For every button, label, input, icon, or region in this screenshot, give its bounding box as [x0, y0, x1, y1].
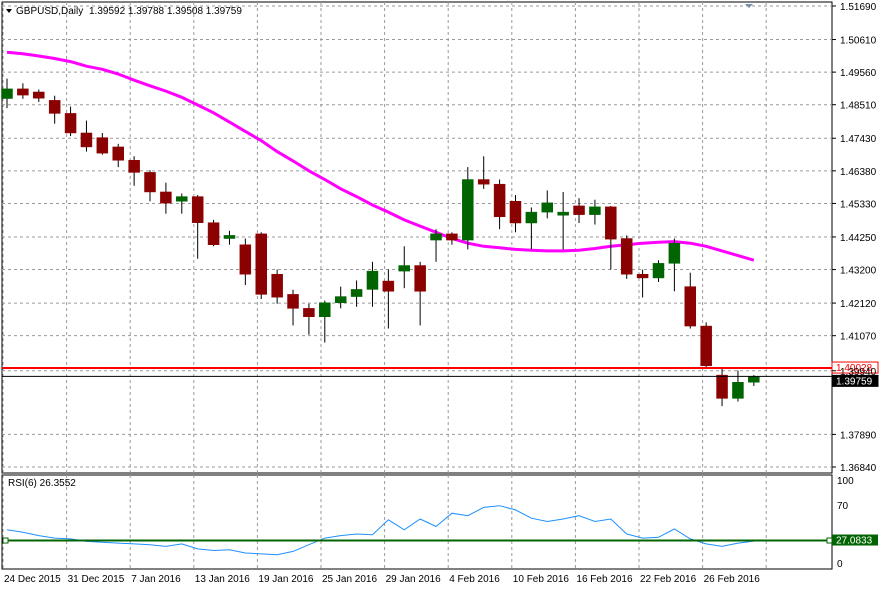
date-tick-label: 22 Feb 2016 [640, 574, 697, 585]
chart-shift-marker-icon[interactable] [745, 4, 753, 8]
dropdown-triangle-icon[interactable] [6, 9, 12, 13]
candle-body [334, 296, 347, 304]
date-tick-label: 26 Feb 2016 [704, 574, 761, 585]
rsi-level-handle-right[interactable] [826, 537, 833, 544]
candle-body [462, 179, 474, 241]
date-tick-label: 19 Jan 2016 [258, 574, 313, 585]
candle-body [366, 270, 379, 290]
date-tick-label: 16 Feb 2016 [576, 574, 633, 585]
current-price-tag-text: 1.39759 [836, 376, 873, 387]
candle-body [589, 206, 601, 215]
candle-body [652, 263, 665, 279]
rsi-scale-label: 0 [837, 559, 843, 570]
candle-body [732, 382, 744, 399]
rsi-indicator: 27.0833 100 70 0 [2, 476, 878, 570]
candle-body [748, 376, 760, 383]
date-tick-label: 7 Jan 2016 [131, 574, 181, 585]
price-tick-label: 1.48510 [840, 101, 877, 112]
candle-body [128, 160, 140, 173]
candle-body [350, 289, 363, 297]
price-tick-label: 1.46380 [840, 167, 877, 178]
candle-body [446, 233, 458, 241]
date-tick-label: 29 Jan 2016 [386, 574, 441, 585]
price-tick-label: 1.41070 [840, 332, 877, 343]
date-tick-label: 24 Dec 2015 [4, 574, 61, 585]
rsi-label: RSI(6) 26.3552 [8, 478, 76, 489]
candle-body [557, 211, 569, 216]
price-tick-label: 1.47430 [840, 134, 877, 145]
candle-body [160, 191, 172, 204]
candle-body [573, 205, 585, 215]
candle-body [414, 265, 426, 292]
price-tick-label: 1.42120 [840, 299, 877, 310]
candle-body [1, 88, 13, 99]
rsi-line [6, 505, 754, 556]
rsi-level-handle-left[interactable] [2, 537, 9, 544]
price-tick-label: 1.50610 [840, 36, 877, 47]
candle-body [525, 211, 538, 224]
candle-body [541, 202, 554, 213]
price-tick-label: 1.36840 [840, 463, 877, 474]
candle-body [716, 374, 728, 399]
rsi-plot-frame [1, 474, 833, 570]
candles [1, 78, 760, 407]
candle-body [271, 273, 283, 298]
candle-body [223, 235, 236, 239]
date-tick-label: 13 Jan 2016 [195, 574, 250, 585]
rsi-level-tag-text: 27.0833 [836, 536, 873, 547]
candle-body [191, 196, 204, 223]
candle-body [668, 242, 681, 264]
price-tick-label: 1.39940 [840, 367, 877, 378]
candle-body [398, 265, 410, 272]
rsi-scale-label: 70 [837, 501, 849, 512]
price-tick-label: 1.44250 [840, 233, 877, 244]
candle-body [17, 88, 29, 96]
rsi-level-tag [832, 534, 878, 546]
price-tick-label: 1.45330 [840, 199, 877, 210]
symbol-title: GBPUSD,Daily [16, 6, 83, 17]
candle-body [509, 201, 522, 224]
date-tick-label: 31 Dec 2015 [68, 574, 125, 585]
candle-body [319, 302, 331, 317]
candle-body [112, 146, 124, 161]
candle-body [605, 206, 617, 240]
candle-body [144, 172, 156, 193]
resistance-tag [831, 361, 879, 374]
candle-body [636, 273, 649, 279]
price-tick-label: 1.43200 [840, 266, 877, 277]
candle-body [493, 183, 506, 218]
candle-body [255, 233, 267, 295]
candle-body [176, 196, 188, 202]
price-tick-label: 1.37890 [840, 430, 877, 441]
candle-body [430, 233, 442, 241]
candle-body [64, 113, 77, 134]
candle-body [96, 137, 109, 154]
candle-body [48, 100, 61, 114]
date-tick-label: 10 Feb 2016 [513, 574, 570, 585]
candle-body [700, 325, 712, 367]
candle-body [287, 294, 299, 309]
candle-body [684, 286, 697, 327]
main-plot-frame [1, 1, 833, 474]
price-tick-label: 1.51690 [840, 2, 877, 13]
candle-body [303, 308, 315, 317]
price-axis: 1.51690 1.50610 1.49560 1.48510 1.47430 1.463… [832, 2, 877, 474]
candle-body [33, 91, 45, 99]
date-tick-label: 4 Feb 2016 [449, 574, 500, 585]
candle-body [80, 132, 93, 148]
date-axis: 24 Dec 2015 31 Dec 2015 7 Jan 2016 13 Jan 2… [4, 574, 760, 585]
candle-body [477, 179, 490, 185]
price-tick-label: 1.49560 [840, 68, 877, 79]
horizontal-lines[interactable]: 1.40028 1.39759 [2, 361, 879, 387]
candle-body [620, 238, 633, 275]
candle-body [239, 244, 252, 275]
current-price-tag [831, 374, 879, 387]
date-tick-label: 25 Jan 2016 [322, 574, 377, 585]
candle-body [382, 280, 395, 292]
ohlc-readout: 1.39592 1.39788 1.39508 1.39759 [89, 6, 242, 17]
rsi-scale-label: 100 [837, 476, 854, 487]
resistance-tag-text: 1.40028 [836, 363, 873, 374]
candle-body [207, 222, 220, 245]
